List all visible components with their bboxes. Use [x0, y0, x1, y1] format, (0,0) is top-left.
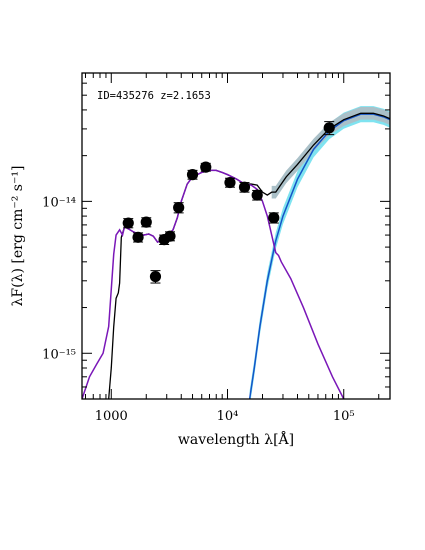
x-tick-label: 10⁵	[333, 409, 355, 424]
x-tick-label: 1000	[95, 409, 128, 424]
data-point	[186, 169, 199, 181]
data-point	[132, 231, 144, 243]
data-point	[268, 212, 280, 224]
data-point	[323, 121, 335, 136]
data-point-marker	[149, 270, 162, 283]
data-point-marker	[186, 169, 199, 181]
model-curves	[82, 112, 390, 399]
data-point-marker	[224, 176, 236, 189]
data-point-marker	[164, 230, 176, 242]
object-annotation: ID=435276 z=2.1653	[97, 90, 211, 102]
data-point-marker	[200, 161, 212, 173]
dust-component-line	[248, 113, 390, 399]
data-point-marker	[251, 189, 263, 201]
photometry-points	[122, 121, 335, 284]
data-point	[173, 201, 185, 214]
plot-frame	[81, 72, 391, 400]
axis-ticks	[82, 72, 390, 400]
data-point	[251, 189, 263, 201]
stellar-component-line	[82, 169, 345, 399]
dust-uncertainty-band	[249, 106, 390, 399]
data-point-marker	[173, 201, 185, 214]
x-tick-label: 10⁴	[217, 409, 239, 424]
data-point-marker	[268, 212, 280, 224]
uncertainty-bands	[249, 106, 390, 399]
data-point-marker	[132, 231, 144, 243]
y-axis-label: λF(λ) [erg cm⁻² s⁻¹]	[10, 166, 26, 307]
data-point-marker	[323, 122, 335, 134]
data-point	[149, 270, 162, 284]
x-axis-label: wavelength λ[Å]	[178, 430, 294, 448]
data-point	[238, 181, 251, 193]
tick-labels: 1000 10⁴ 10⁵ 10⁻¹⁵ 10⁻¹⁴	[42, 195, 354, 424]
data-point-marker	[238, 181, 251, 193]
data-point	[224, 176, 236, 189]
data-point	[122, 217, 134, 229]
data-point-marker	[122, 217, 134, 229]
data-point	[140, 216, 152, 228]
data-point	[200, 161, 212, 173]
total-model-line	[108, 112, 390, 399]
data-point-marker	[140, 216, 152, 228]
data-point	[164, 230, 176, 242]
y-tick-label: 10⁻¹⁴	[42, 195, 76, 210]
y-tick-label: 10⁻¹⁵	[42, 347, 76, 362]
